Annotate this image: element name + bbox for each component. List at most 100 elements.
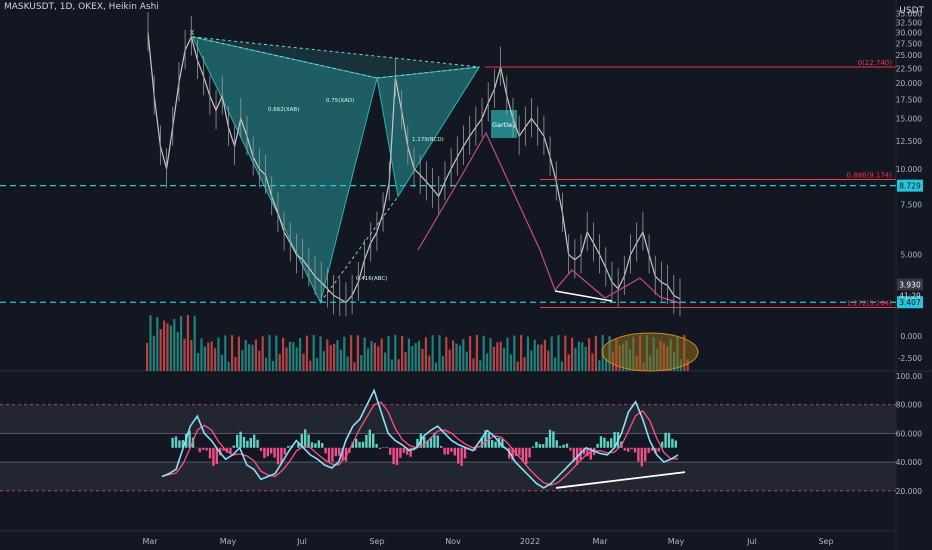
oscillator-bar [443,447,446,455]
currency-label: USDT [899,6,924,16]
oscillator-bar [457,447,460,464]
rsi-tick-label: 60.000 [896,429,922,438]
volume-bar [421,348,424,371]
oscillator-bar [344,447,348,462]
oscillator-bar [450,447,453,452]
volume-bar [319,336,322,371]
pattern-triangle-bcd [376,66,481,198]
volume-bar [312,335,315,371]
oscillator-bar [484,430,487,448]
volume-bar [197,352,200,371]
volume-bar [557,335,560,371]
volume-bar [686,359,689,371]
oscillator-bar [453,447,456,456]
oscillator-bar [667,432,671,448]
volume-bar [292,342,295,371]
volume-bar [462,339,465,371]
volume-bar [254,339,257,371]
oscillator-bar [511,447,514,461]
rsi-bands [0,404,896,492]
annotations: 0(22.740) 0.886(9.174) 1.272(3.264) [0,59,896,489]
zigzag-line [417,131,681,304]
oscillator-bar [270,447,273,454]
oscillator-bar [253,434,256,448]
volume-bar [173,318,176,371]
oscillator-bar [603,437,606,448]
volume-bar [411,345,414,371]
price-tick-label: 10.000 [896,165,922,174]
oscillator-bar [572,447,575,462]
oscillator-bar [385,447,388,448]
volume-bar [465,351,468,371]
volume-bar [285,347,288,371]
volume-bar [203,346,206,371]
time-tick-label: Sep [369,537,384,546]
price-tag-label: 3.407 [899,298,921,307]
pattern-point-label: X [189,29,194,37]
volume-bar [377,346,380,371]
volume-bar [265,357,268,371]
volume-bar [550,336,553,371]
volume-bar [220,354,223,371]
fib-level-label: 0(22.740) [858,59,893,67]
volume-bar [390,359,393,371]
oscillator-bar [548,429,552,448]
oscillator-bar [205,447,208,451]
volume-bar [560,361,563,371]
oscillator-bar [630,447,633,450]
oscillator-bar [599,436,603,448]
oscillator-bar [392,447,395,465]
volume-bar [482,335,485,371]
volume-bar [530,350,533,371]
oscillator-bar [423,436,426,448]
volume-bar [567,354,570,371]
volume-bar [516,361,519,371]
volume-bar [564,335,567,371]
oscillator-bar [531,446,535,448]
pattern-ratio-label: 0.416(ABC) [356,276,387,282]
volume-bar [496,342,499,371]
pattern-ratio-line [192,36,480,68]
oscillator-bar [589,447,592,460]
pattern-ratio-line [192,36,378,79]
time-tick-label: Mar [142,537,158,546]
volume-bar [282,337,285,371]
oscillator-bar [399,447,402,458]
volume-bar [152,335,155,371]
volume-bar [571,337,574,371]
volume-bar [224,335,227,371]
oscillator-bar [389,447,392,455]
volume-bar [210,341,213,371]
volume-bar [356,335,359,371]
volume-bar [458,345,461,371]
time-tick-label: Mar [592,537,608,546]
volume-bar [190,339,193,371]
oscillator-bar [232,445,235,448]
price-tick-label: 32.500 [896,19,922,28]
volume-bar [577,341,580,371]
oscillator-bar [627,447,630,452]
volume-bar [343,336,346,371]
pattern-fill [192,36,480,78]
volume-bar [193,315,196,371]
price-tick-label: 27.500 [896,39,922,48]
volume-bar [248,344,251,371]
volume-bar [384,352,387,371]
oscillator-bar [338,447,341,456]
volume-bar [214,348,217,371]
volume-bar [394,335,397,371]
pattern-name-label: Gartley [492,121,516,129]
harmonic-pattern: 0.662(XAB) 0.75(XAD) 1.179(BCD) 0.416(ABC) X… [189,29,517,304]
price-tick-label: 15.000 [896,115,922,124]
oscillator-bar [650,447,654,451]
rsi-band-lower [0,462,896,491]
oscillator-bar [324,447,327,454]
volume-bar [278,354,281,371]
oscillator-bar [586,447,589,457]
oscillator-bar [409,447,412,457]
rsi-band-upper [0,404,896,434]
volume-bar [594,335,597,371]
volume-bar [472,358,475,371]
